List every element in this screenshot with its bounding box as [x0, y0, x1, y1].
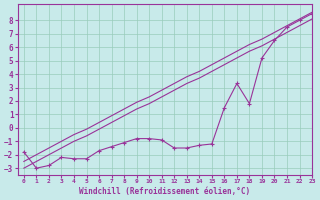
X-axis label: Windchill (Refroidissement éolien,°C): Windchill (Refroidissement éolien,°C) — [79, 187, 250, 196]
